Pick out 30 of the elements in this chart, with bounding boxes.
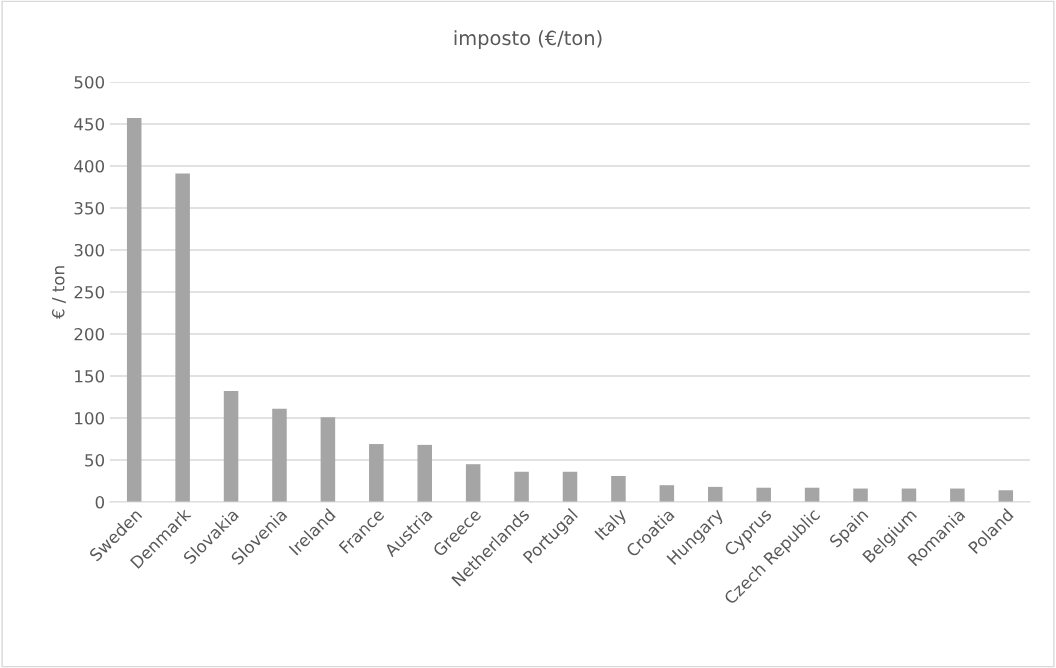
bar [320, 417, 336, 502]
bar [950, 488, 965, 502]
y-tick-label: 450 [74, 117, 105, 131]
y-tick-label: 300 [74, 243, 105, 257]
bar [223, 391, 239, 502]
bar [126, 118, 142, 502]
bar [611, 475, 626, 502]
bar [853, 488, 868, 502]
y-tick-label: 500 [74, 75, 105, 89]
y-tick-label: 250 [74, 285, 105, 299]
y-tick-label: 100 [75, 411, 105, 425]
y-tick-label: 50 [85, 453, 105, 467]
bar [756, 487, 771, 502]
bar [562, 471, 578, 502]
bar [272, 408, 287, 502]
y-axis-title: € / ton [51, 266, 66, 320]
bar [708, 486, 723, 502]
bar [998, 490, 1014, 502]
bar [465, 464, 481, 502]
y-tick-label: 400 [74, 159, 105, 173]
y-tick-label: 0 [95, 495, 105, 509]
chart-title: imposto (€/ton) [454, 30, 602, 50]
bar [659, 485, 675, 502]
bar [175, 173, 190, 502]
y-tick-label: 150 [75, 369, 105, 383]
bar [369, 444, 384, 502]
bar [417, 444, 432, 502]
bar [514, 471, 529, 502]
y-tick-label: 350 [74, 201, 105, 215]
y-tick-label: 200 [74, 327, 105, 341]
